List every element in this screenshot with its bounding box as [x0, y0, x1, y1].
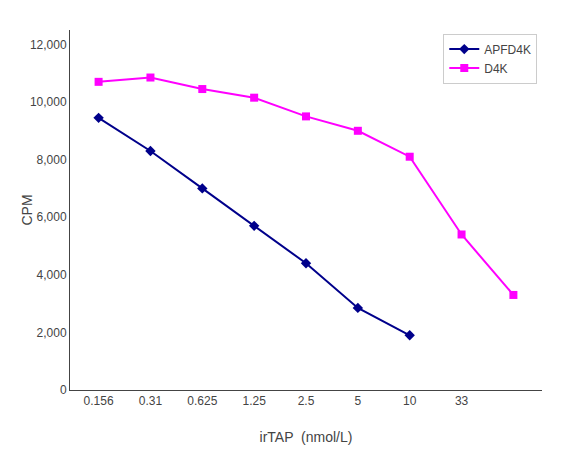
svg-text:12,000: 12,000 — [30, 38, 67, 52]
svg-text:1.25: 1.25 — [242, 394, 266, 408]
svg-text:0.625: 0.625 — [187, 394, 217, 408]
svg-text:0.31: 0.31 — [139, 394, 163, 408]
svg-text:10,000: 10,000 — [30, 95, 67, 109]
svg-text:8,000: 8,000 — [37, 153, 67, 167]
svg-text:6,000: 6,000 — [37, 210, 67, 224]
svg-text:2,000: 2,000 — [37, 326, 67, 340]
svg-text:D4K: D4K — [484, 62, 507, 76]
svg-text:10: 10 — [403, 394, 417, 408]
svg-text:4,000: 4,000 — [37, 268, 67, 282]
svg-text:irTAP (nmol/L): irTAP (nmol/L) — [260, 429, 353, 445]
svg-text:0: 0 — [60, 383, 67, 397]
svg-text:CPM: CPM — [19, 194, 35, 225]
svg-text:33: 33 — [455, 394, 469, 408]
svg-text:2.5: 2.5 — [298, 394, 315, 408]
svg-text:0.156: 0.156 — [84, 394, 114, 408]
svg-text:5: 5 — [355, 394, 362, 408]
svg-text:APFD4K: APFD4K — [484, 43, 531, 57]
